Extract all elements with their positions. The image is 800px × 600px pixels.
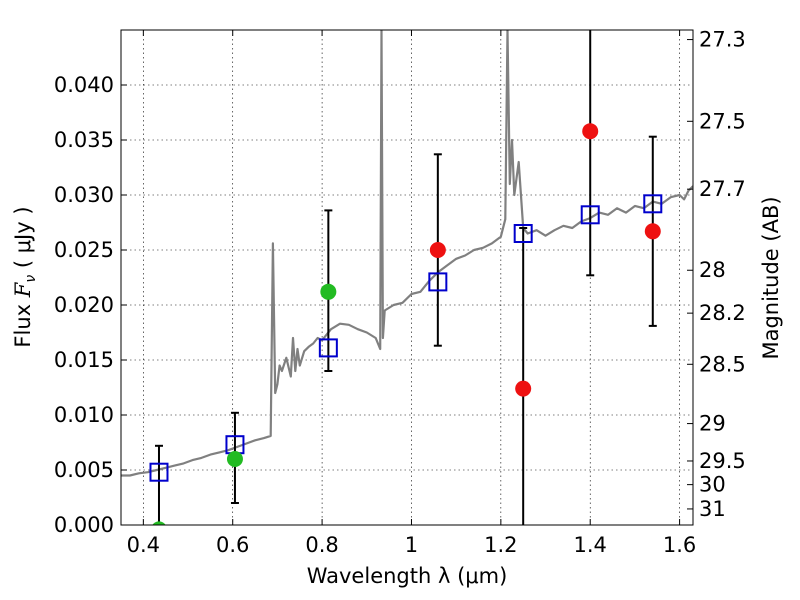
y-tick-label: 0.020 [54, 293, 114, 317]
y2-tick-label: 28 [699, 258, 726, 282]
nir-photometry-point [515, 380, 532, 397]
y2-tick-label: 27.3 [699, 28, 746, 52]
model-photometry-square [513, 224, 533, 243]
grid-lines [121, 30, 693, 526]
nir-photometry-point [429, 242, 446, 258]
y2-tick-label: 31 [699, 497, 726, 521]
y-tick-label: 0.030 [54, 183, 114, 207]
y-axis-label: Flux Fν ( μJy ) [11, 206, 39, 347]
y-axis-ticks: 0.000 0.005 0.010 0.015 0.020 0.025 0.030 0.035… [54, 73, 127, 537]
y-axis-label-suffix: ( μJy ) [11, 206, 35, 274]
nir-photometry-point [644, 223, 661, 240]
y-tick-label: 0.005 [54, 458, 114, 482]
y2-tick-label: 28.5 [699, 352, 746, 376]
y-tick-label: 0.000 [54, 513, 114, 537]
model-photometry-square [643, 194, 663, 214]
plot-frame [120, 29, 694, 526]
x-tick-label: 1.6 [663, 533, 696, 557]
model-photometry-square [318, 338, 338, 358]
y-tick-label: 0.010 [54, 403, 114, 427]
y2-tick-label: 27.7 [699, 177, 746, 201]
x-tick-label: 0.6 [216, 533, 249, 557]
optical-photometry-point [320, 283, 337, 300]
y-axis-label-subscript: ν [23, 275, 39, 283]
y-axis-label-prefix: Flux [11, 297, 35, 347]
y2-axis-label: Magnitude (AB) [759, 196, 783, 359]
y-tick-label: 0.025 [54, 238, 114, 262]
y2-tick-label: 29 [699, 412, 726, 436]
y2-tick-label: 28.2 [699, 301, 746, 325]
y2-tick-label: 27.5 [699, 109, 746, 133]
y-tick-label: 0.015 [54, 348, 114, 372]
y-tick-label: 0.035 [54, 128, 114, 152]
y2-tick-label: 30 [699, 473, 726, 497]
model-spectrum-line [121, 30, 693, 477]
optical-photometry-point [226, 451, 243, 467]
model-photometry-square [428, 272, 448, 292]
y-axis-label-symbol: F [11, 281, 35, 298]
photometry-markers [152, 123, 661, 525]
y-tick-label: 0.040 [54, 73, 114, 97]
x-axis-label: Wavelength λ (μm) [307, 564, 508, 588]
optical-photometry-point [152, 521, 166, 525]
y2-tick-label: 29.5 [699, 449, 746, 473]
model-photometry-markers [149, 194, 663, 482]
x-tick-label: 1 [405, 533, 418, 557]
x-tick-label: 0.8 [305, 533, 338, 557]
x-tick-label: 0.4 [127, 533, 160, 557]
model-photometry-square [149, 462, 169, 482]
nir-photometry-point [582, 123, 599, 140]
x-tick-label: 1.4 [574, 533, 607, 557]
x-tick-label: 1.2 [484, 533, 517, 557]
model-photometry-square [580, 205, 600, 225]
x-axis-ticks: 0.4 0.6 0.8 1 1.2 1.4 1.6 [127, 30, 696, 557]
